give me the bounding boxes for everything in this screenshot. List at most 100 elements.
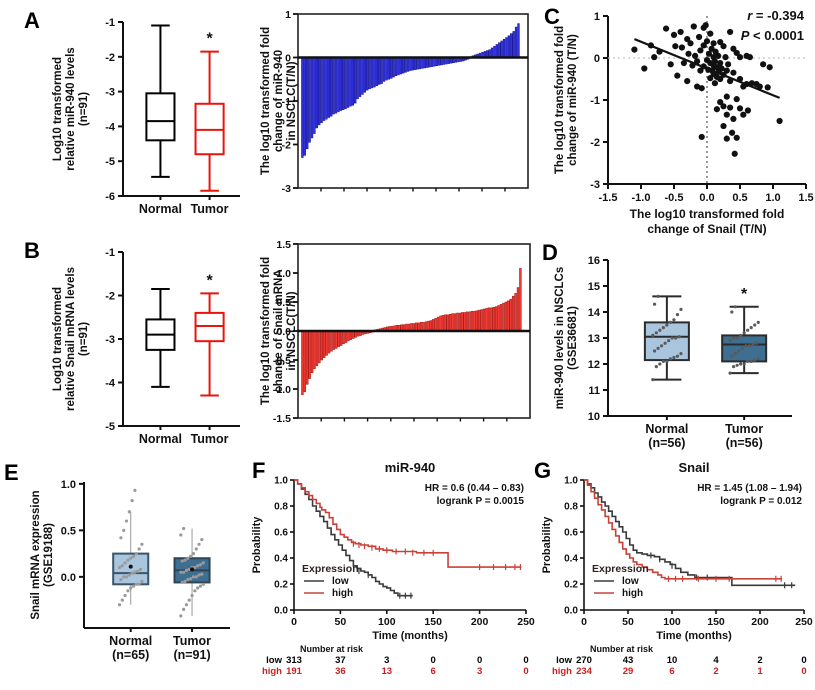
- svg-text:0: 0: [523, 655, 528, 666]
- svg-text:-0.5: -0.5: [273, 355, 291, 367]
- svg-text:-2: -2: [105, 291, 115, 303]
- svg-text:0.4: 0.4: [564, 554, 578, 565]
- svg-text:150: 150: [424, 616, 442, 628]
- svg-text:11: 11: [588, 385, 600, 397]
- svg-text:in NSCLC(T/N): in NSCLC(T/N): [286, 291, 298, 370]
- svg-text:Normal: Normal: [139, 432, 182, 446]
- svg-text:13: 13: [588, 333, 600, 345]
- svg-text:250: 250: [517, 616, 535, 628]
- panel-label-d: D: [542, 240, 558, 265]
- svg-text:(n=56): (n=56): [648, 436, 685, 450]
- panel-label-a: A: [24, 8, 40, 33]
- svg-text:change of Snail (T/N): change of Snail (T/N): [647, 222, 766, 236]
- svg-text:HR = 0.6 (0.44 – 0.83): HR = 0.6 (0.44 – 0.83): [425, 483, 524, 494]
- svg-text:high: high: [622, 588, 643, 599]
- svg-text:low: low: [266, 655, 282, 666]
- svg-text:P < 0.0001: P < 0.0001: [741, 28, 804, 43]
- svg-text:high: high: [552, 666, 572, 677]
- svg-text:Normal: Normal: [139, 202, 182, 216]
- svg-text:The log10 transformed fold: The log10 transformed fold: [260, 257, 272, 405]
- svg-text:43: 43: [623, 655, 634, 666]
- svg-text:1.0: 1.0: [564, 476, 578, 487]
- svg-text:0: 0: [801, 655, 806, 666]
- svg-text:100: 100: [378, 616, 396, 628]
- svg-text:-3: -3: [590, 179, 600, 191]
- svg-text:-1: -1: [282, 96, 291, 108]
- svg-text:high: high: [332, 588, 353, 599]
- svg-text:0.0: 0.0: [564, 606, 578, 617]
- svg-text:-3: -3: [105, 87, 115, 99]
- svg-text:191: 191: [286, 666, 303, 677]
- svg-text:2: 2: [757, 655, 762, 666]
- svg-text:0: 0: [291, 616, 297, 628]
- svg-text:0: 0: [581, 616, 587, 628]
- svg-text:Log10 transformed: Log10 transformed: [52, 57, 64, 161]
- svg-text:-1.5: -1.5: [599, 192, 618, 204]
- svg-text:-1: -1: [590, 95, 600, 107]
- svg-text:-3: -3: [105, 334, 115, 346]
- svg-text:15: 15: [588, 281, 600, 293]
- svg-text:Expression: Expression: [302, 563, 359, 575]
- panel-label-g: G: [534, 458, 552, 483]
- svg-text:1: 1: [285, 9, 291, 21]
- svg-text:270: 270: [576, 655, 592, 666]
- svg-text:0.0: 0.0: [276, 326, 291, 338]
- svg-text:Expression: Expression: [592, 563, 649, 575]
- panel-a-waterfall: 1 0 -1 -2 -3 The log10 transformed fold change…: [258, 8, 536, 200]
- svg-text:16: 16: [588, 255, 600, 267]
- svg-text:change of Snail mRNA: change of Snail mRNA: [273, 269, 285, 392]
- svg-text:Time (months): Time (months): [656, 630, 732, 642]
- svg-text:in NSCLC(T/N): in NSCLC(T/N): [286, 61, 298, 140]
- svg-text:1.0: 1.0: [276, 268, 291, 280]
- svg-text:0.8: 0.8: [564, 502, 578, 513]
- svg-text:250: 250: [795, 616, 813, 628]
- svg-text:-4: -4: [105, 121, 116, 133]
- svg-text:-2: -2: [590, 137, 600, 149]
- svg-text:6: 6: [431, 666, 436, 677]
- svg-text:Normal: Normal: [109, 634, 152, 648]
- svg-text:-1.0: -1.0: [273, 384, 291, 396]
- svg-text:29: 29: [623, 666, 634, 677]
- svg-text:1.0: 1.0: [765, 192, 780, 204]
- svg-text:0.2: 0.2: [564, 580, 578, 591]
- svg-text:1.5: 1.5: [798, 192, 813, 204]
- svg-text:-5: -5: [105, 156, 115, 168]
- svg-text:36: 36: [335, 666, 346, 677]
- svg-text:Tumor: Tumor: [191, 202, 229, 216]
- svg-text:Snail mRNA expression: Snail mRNA expression: [30, 490, 42, 619]
- svg-text:low: low: [556, 655, 572, 666]
- panel-b-boxplot: -1 -2 -3 -4 -5 Log10 transformed relative Snai…: [50, 236, 250, 460]
- svg-text:*: *: [206, 272, 213, 289]
- svg-text:change of miR-940 (T/N): change of miR-940 (T/N): [567, 34, 579, 166]
- panel-label-c: C: [544, 4, 560, 29]
- svg-text:-3: -3: [282, 183, 291, 195]
- svg-text:r = -0.394: r = -0.394: [747, 8, 805, 23]
- svg-text:12: 12: [588, 359, 600, 371]
- svg-text:-1.0: -1.0: [632, 192, 651, 204]
- svg-text:0.5: 0.5: [732, 192, 747, 204]
- svg-text:13: 13: [382, 666, 393, 677]
- panel-d-boxplot: 16 15 14 13 12 11 10 miR-940 levels in NSCLCs (G…: [552, 244, 802, 462]
- svg-text:0: 0: [477, 655, 482, 666]
- svg-text:Probability: Probability: [251, 516, 263, 574]
- svg-text:Snail: Snail: [678, 460, 709, 475]
- svg-text:relative miR-940 levels: relative miR-940 levels: [65, 47, 77, 170]
- svg-text:0.0: 0.0: [61, 572, 76, 584]
- svg-text:-5: -5: [105, 421, 115, 433]
- svg-text:Probability: Probability: [541, 516, 553, 574]
- panel-e-boxplot: 1.0 0.5 0.0 Snail mRNA expression (GSE19188)…: [28, 466, 240, 674]
- panel-a-boxplot: -1 -2 -3 -4 -5 -6 Log10 transformed relative mi…: [50, 6, 250, 230]
- panel-label-f: F: [252, 458, 266, 483]
- panel-label-e: E: [4, 460, 19, 485]
- panel-label-b: B: [24, 238, 40, 263]
- svg-text:3: 3: [477, 666, 482, 677]
- svg-text:4: 4: [713, 655, 719, 666]
- svg-text:150: 150: [707, 616, 725, 628]
- svg-text:0.6: 0.6: [564, 528, 578, 539]
- svg-text:0: 0: [523, 666, 528, 677]
- svg-text:(GSE19188): (GSE19188): [43, 523, 55, 587]
- svg-text:Tumor: Tumor: [173, 634, 211, 648]
- svg-text:0.0: 0.0: [699, 192, 714, 204]
- svg-text:1.0: 1.0: [61, 479, 76, 491]
